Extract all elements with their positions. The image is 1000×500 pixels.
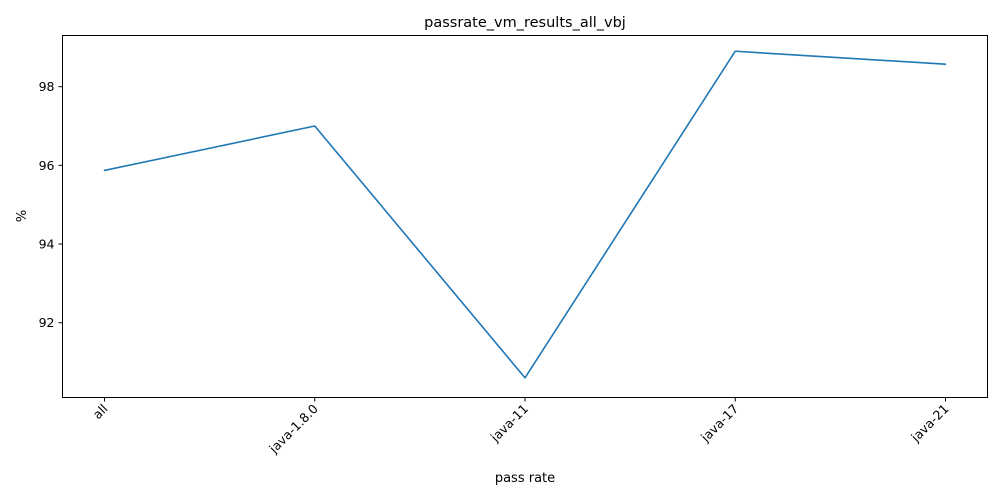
y-tick-label: 92 [39,315,55,330]
x-tick-label: java-21 [907,401,951,445]
chart-title: passrate_vm_results_all_vbj [424,15,626,31]
y-tick-label: 94 [39,237,55,252]
y-tick-label: 96 [39,158,55,173]
x-tick-label: java-17 [697,401,741,445]
x-tick-label: java-1.8.0 [265,401,321,457]
y-axis-label: % [15,210,30,222]
x-axis: all java-1.8.0 java-11 java-17 java-21 [90,397,952,457]
x-tick-label: all [90,401,111,422]
plot-area [62,35,988,398]
series-layer [103,50,947,379]
x-tick-label: java-11 [487,401,531,445]
series-line-0 [103,50,947,379]
y-axis: 92 94 96 98 [39,79,63,330]
x-axis-label: pass rate [495,471,555,486]
y-tick-label: 98 [39,79,55,94]
axes-frame [62,35,988,398]
